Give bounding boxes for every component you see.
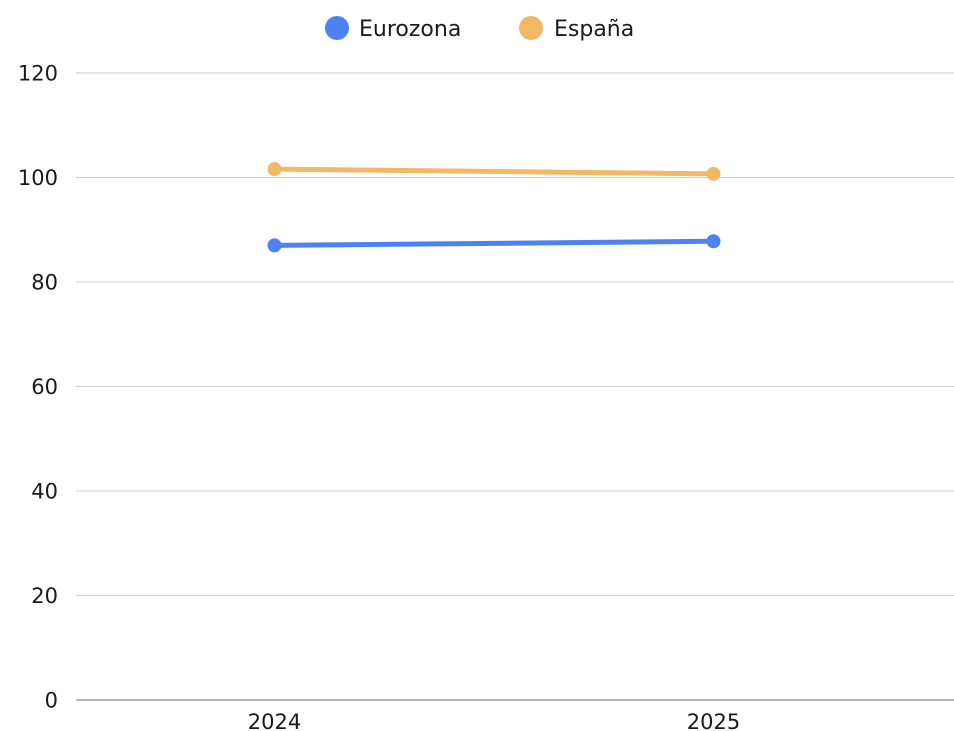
y-tick-label: 0 [45,689,58,713]
y-tick-label: 120 [18,62,58,86]
x-tick-label: 2024 [248,710,301,731]
data-point-eurozona [267,238,282,253]
y-tick-label: 60 [31,375,58,399]
data-point-espa-a [706,166,721,181]
series-lines [267,162,721,253]
series-line-espa-a [272,166,716,177]
legend-marker [519,16,543,40]
y-axis-ticks: 0 20 40 60 80 100 120 [18,62,58,713]
data-point-espa-a [267,162,282,177]
y-tick-label: 40 [31,480,58,504]
legend: Eurozona España [325,16,634,42]
x-tick-label: 2025 [687,710,740,731]
x-axis-ticks: 2024 2025 [248,710,740,731]
series-line-eurozona [272,238,716,248]
legend-label: España [554,17,634,42]
data-point-eurozona [706,234,721,249]
legend-marker [325,16,349,40]
y-tick-label: 80 [31,271,58,295]
y-tick-label: 100 [18,166,58,190]
y-tick-label: 20 [31,584,58,608]
legend-label: Eurozona [359,17,461,42]
gridlines [76,72,954,701]
